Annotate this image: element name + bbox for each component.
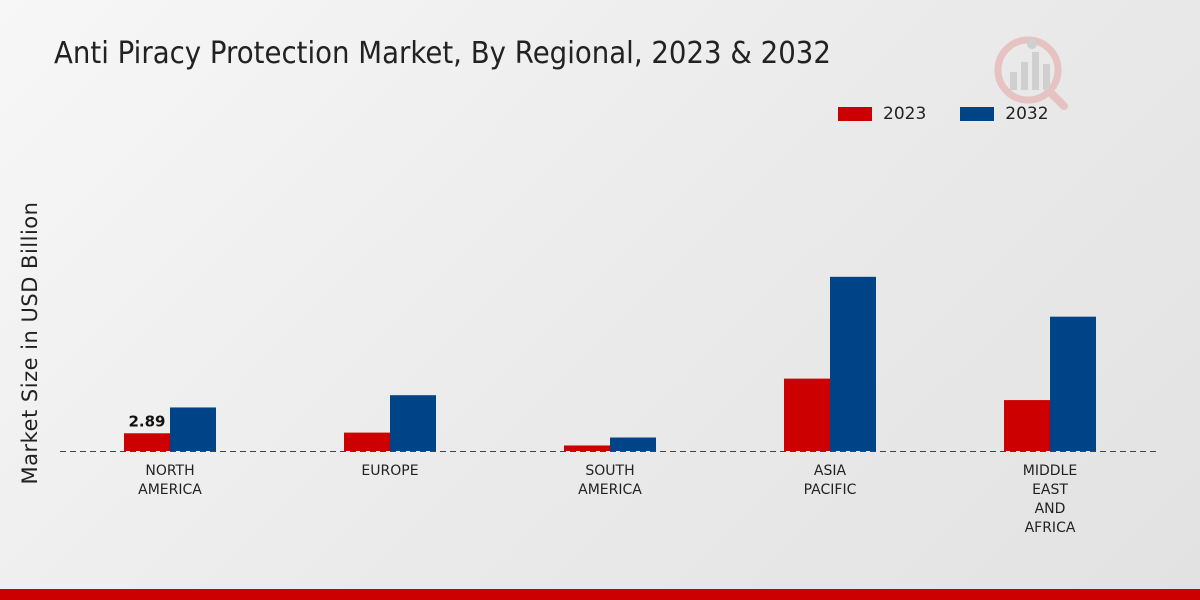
bar-2032-2	[610, 437, 656, 451]
bar-2023-0	[124, 433, 170, 451]
x-tick-label: AMERICA	[578, 482, 642, 498]
x-tick-label: AND	[1035, 501, 1066, 517]
x-tick-label: NORTH	[145, 463, 194, 479]
x-tick-label: MIDDLE	[1023, 463, 1077, 479]
legend-item-2032: 2032	[960, 104, 1049, 124]
bar-2032-4	[1050, 316, 1096, 451]
bar-2032-0	[170, 407, 216, 451]
brand-logo-icon	[994, 36, 1068, 110]
legend-swatch-2032	[960, 107, 995, 121]
legend-swatch-2023	[838, 107, 872, 121]
bar-2023-1	[344, 432, 390, 451]
bar-2023-2	[564, 445, 610, 451]
bar-2023-3	[784, 378, 830, 451]
bar-2032-1	[390, 395, 436, 451]
x-tick-label: EAST	[1032, 482, 1068, 498]
data-label: 2.89	[128, 412, 165, 430]
bar-2032-3	[830, 276, 876, 451]
legend: 2023 2032	[838, 104, 1083, 124]
legend-label-2032: 2032	[1005, 104, 1049, 124]
x-tick-label: ASIA	[814, 463, 847, 479]
x-tick-label: PACIFIC	[804, 482, 857, 498]
chart-title: Anti Piracy Protection Market, By Region…	[54, 36, 831, 71]
bottom-accent-bar	[0, 589, 1200, 600]
legend-item-2023: 2023	[838, 104, 926, 124]
x-tick-label: AFRICA	[1025, 520, 1076, 536]
x-tick-label: EUROPE	[361, 463, 418, 479]
legend-label-2023: 2023	[883, 104, 927, 124]
bar-2023-4	[1004, 400, 1050, 451]
x-tick-label: SOUTH	[585, 463, 634, 479]
x-tick-label: AMERICA	[138, 482, 202, 498]
